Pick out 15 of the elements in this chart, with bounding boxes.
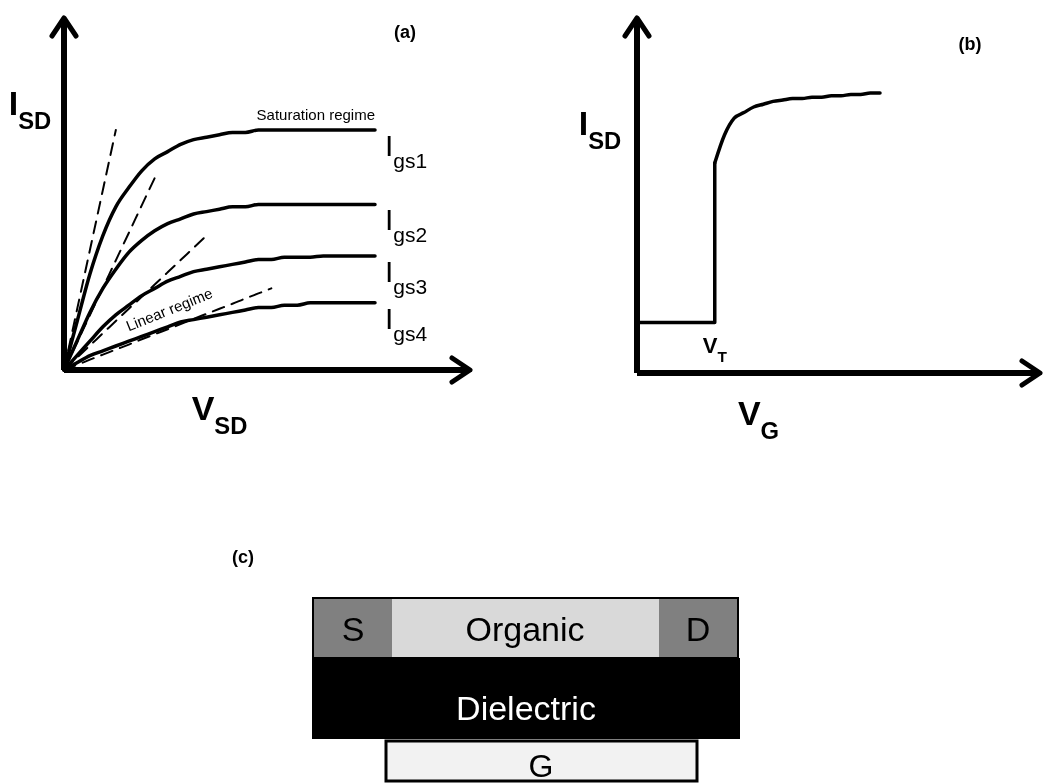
series-label: I$_{gs3}$ [385, 255, 428, 298]
annotation: V$_{T}$ [702, 332, 728, 365]
series-label: I$_{gs1}$ [385, 129, 428, 172]
x-axis-title: V$_{SD}$ [191, 389, 248, 439]
y-axis-title: I$_{SD}$ [578, 104, 622, 154]
transistor-diagram: S Organic D Dielectric G [312, 597, 740, 783]
text: Saturation regime [256, 106, 375, 123]
series-label: I$_{gs4}$ [385, 301, 428, 345]
annotation: Linear regime [123, 284, 215, 335]
series-label: I$_{gs2}$ [385, 203, 428, 246]
text: (c) [232, 547, 254, 567]
y-axis-title: I$_{SD}$ [8, 84, 52, 134]
text: (b) [958, 34, 982, 54]
x-axis-title: V$_{G}$ [737, 394, 780, 444]
text: (a) [394, 22, 416, 42]
